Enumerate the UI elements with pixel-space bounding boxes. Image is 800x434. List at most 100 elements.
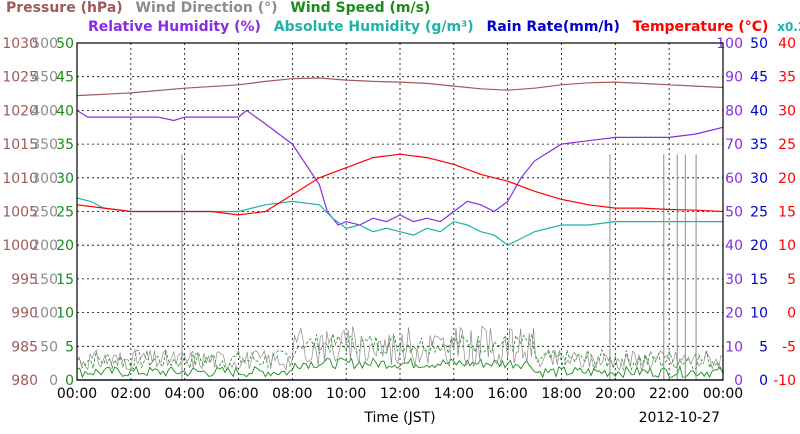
temperature-c-line	[76, 153, 724, 216]
relative_humidity-tick-label: 10	[725, 339, 743, 355]
x-tick-label: 12:00	[380, 386, 420, 402]
pressure-tick-label: 980	[11, 373, 38, 389]
pressure-tick-label: 1010	[2, 171, 38, 187]
pressure-tick-label: 1015	[2, 137, 38, 153]
temperature-tick-label: 25	[778, 137, 796, 153]
pressure-hpa-line	[76, 77, 724, 97]
x-tick-label: 00:00	[703, 386, 743, 402]
temperature-tick-label: -10	[773, 373, 796, 389]
wind_speed-tick-label: 50	[56, 36, 74, 52]
wind_direction-tick-label: 0	[49, 373, 58, 389]
x-tick-label: 18:00	[541, 386, 581, 402]
relative_humidity-tick-label: 100	[716, 36, 743, 52]
x-tick-label: 20:00	[595, 386, 635, 402]
wind_direction-tick-label: 200	[31, 238, 58, 254]
x-tick-label: 10:00	[326, 386, 366, 402]
wind_speed-tick-label: 40	[56, 103, 74, 119]
temperature-tick-label: 5	[787, 272, 796, 288]
pressure-tick-label: 1020	[2, 103, 38, 119]
plot-frame	[76, 42, 724, 381]
x-tick-label: 14:00	[434, 386, 474, 402]
x-tick-label: 08:00	[272, 386, 312, 402]
rain_rate-tick-label: 30	[750, 171, 768, 187]
legend-row-1: Pressure (hPa) Wind Direction (°) Wind S…	[6, 0, 430, 16]
rain_rate-tick-label: 25	[750, 205, 768, 221]
temperature-tick-label: -5	[782, 339, 796, 355]
axis-tick-labels: 9809859909951000100510101015102010251030…	[2, 36, 796, 389]
wind_speed-tick-label: 5	[65, 339, 74, 355]
x-tick-label: 04:00	[164, 386, 204, 402]
legend-wind-speed: Wind Speed (m/s)	[290, 0, 431, 16]
x-axis-tick-labels: 00:00 02:00 04:00 06:00 08:00 10:00 12:00 14:00…	[57, 386, 743, 402]
wind_direction-tick-label: 300	[31, 171, 58, 187]
date-label: 2012-10-27	[639, 410, 720, 426]
relative_humidity-tick-label: 30	[725, 272, 743, 288]
wind_speed-tick-label: 25	[56, 205, 74, 221]
temperature-tick-label: 15	[778, 205, 796, 221]
relative_humidity-tick-label: 60	[725, 171, 743, 187]
legend-row-2: Relative Humidity (%) Absolute Humidity …	[88, 19, 800, 35]
temperature-tick-label: 20	[778, 171, 796, 187]
wind_direction-tick-label: 400	[31, 103, 58, 119]
relative_humidity-tick-label: 50	[725, 205, 743, 221]
rain_rate-tick-label: 35	[750, 137, 768, 153]
temperature-tick-label: 30	[778, 103, 796, 119]
rain_rate-tick-label: 15	[750, 272, 768, 288]
relative_humidity-tick-label: 40	[725, 238, 743, 254]
pressure-tick-label: 1030	[2, 36, 38, 52]
wind_direction-tick-label: 450	[31, 70, 58, 86]
wind_direction-tick-label: 500	[31, 36, 58, 52]
relative-humidity-line	[76, 109, 724, 226]
relative_humidity-tick-label: 90	[725, 70, 743, 86]
temperature-tick-label: 35	[778, 70, 796, 86]
wind_speed-tick-label: 30	[56, 171, 74, 187]
pressure-tick-label: 1000	[2, 238, 38, 254]
pressure-tick-label: 990	[11, 306, 38, 322]
legend-absolute-humidity: Absolute Humidity (g/m³)	[273, 19, 474, 35]
x-tick-label: 16:00	[487, 386, 527, 402]
wind_direction-tick-label: 250	[31, 205, 58, 221]
x-tick-label: 02:00	[111, 386, 151, 402]
temperature-tick-label: 40	[778, 36, 796, 52]
legend-wind-direction: Wind Direction (°)	[135, 0, 278, 16]
rain_rate-tick-label: 20	[750, 238, 768, 254]
rain_rate-tick-label: 45	[750, 70, 768, 86]
temperature-tick-label: 0	[787, 306, 796, 322]
wind_direction-tick-label: 350	[31, 137, 58, 153]
legend-rain-rate: Rain Rate(mm/h)	[486, 19, 620, 35]
rain_rate-tick-label: 50	[750, 36, 768, 52]
legend-scale-note: x0.2	[777, 20, 800, 34]
legend-relative-humidity: Relative Humidity (%)	[88, 19, 261, 35]
pressure-tick-label: 995	[11, 272, 38, 288]
rain_rate-tick-label: 0	[759, 373, 768, 389]
relative_humidity-tick-label: 0	[734, 373, 743, 389]
pressure-tick-label: 985	[11, 339, 38, 355]
wind_speed-tick-label: 45	[56, 70, 74, 86]
relative_humidity-tick-label: 20	[725, 306, 743, 322]
grid-lines	[77, 43, 723, 380]
relative_humidity-tick-label: 80	[725, 103, 743, 119]
wind-direction-line	[76, 325, 724, 371]
wind_speed-tick-label: 10	[56, 306, 74, 322]
wind_speed-tick-label: 0	[65, 373, 74, 389]
x-tick-label: 00:00	[57, 386, 97, 402]
wind_direction-tick-label: 50	[40, 339, 58, 355]
legend-temperature: Temperature (°C)	[632, 19, 769, 35]
x-axis-title: Time (JST)	[363, 410, 435, 426]
temperature-tick-label: 10	[778, 238, 796, 254]
relative_humidity-tick-label: 70	[725, 137, 743, 153]
rain_rate-tick-label: 40	[750, 103, 768, 119]
wind_direction-tick-label: 150	[31, 272, 58, 288]
rain_rate-tick-label: 5	[759, 339, 768, 355]
rain_rate-tick-label: 10	[750, 306, 768, 322]
legend-pressure: Pressure (hPa)	[6, 0, 123, 16]
wind_speed-tick-label: 15	[56, 272, 74, 288]
x-tick-label: 22:00	[649, 386, 689, 402]
wind-speed-line	[76, 357, 724, 379]
pressure-tick-label: 1005	[2, 205, 38, 221]
pressure-tick-label: 1025	[2, 70, 38, 86]
wind_speed-tick-label: 20	[56, 238, 74, 254]
wind_speed-tick-label: 35	[56, 137, 74, 153]
wind_direction-tick-label: 100	[31, 306, 58, 322]
